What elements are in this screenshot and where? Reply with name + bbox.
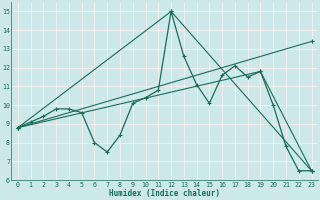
X-axis label: Humidex (Indice chaleur): Humidex (Indice chaleur) <box>109 189 220 198</box>
